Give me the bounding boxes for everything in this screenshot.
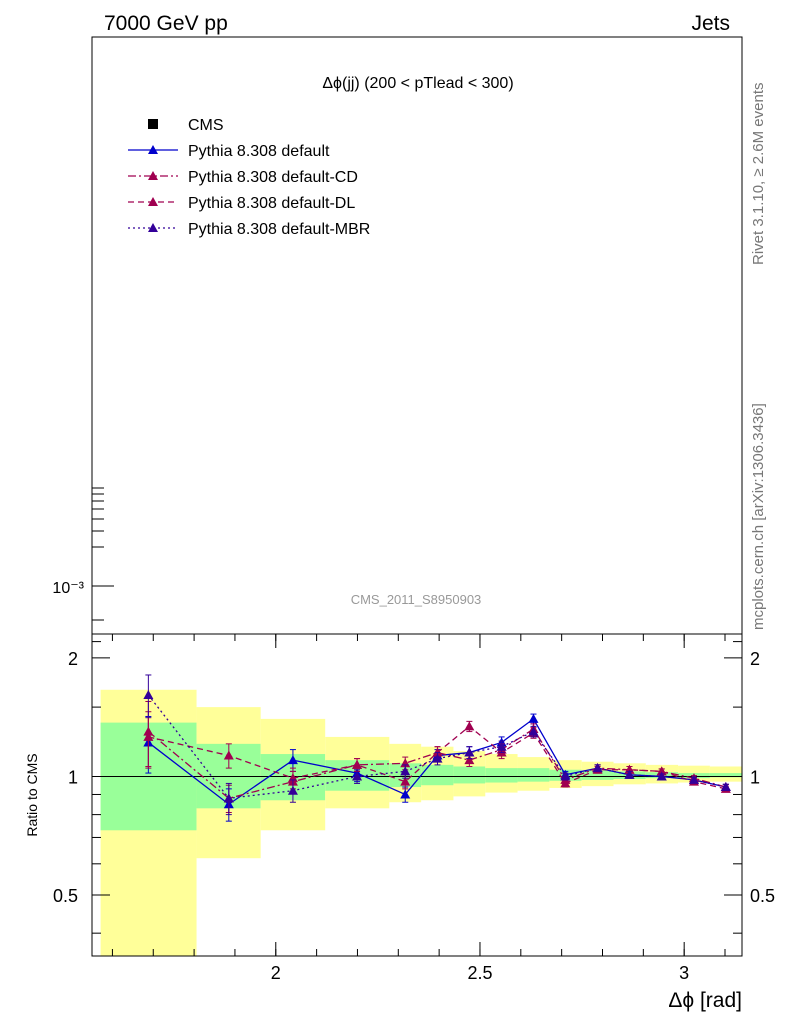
- x-tick-label: 2: [271, 963, 281, 983]
- data-point: [432, 753, 443, 763]
- legend-entry-1: Pythia 8.308 default: [128, 143, 330, 160]
- data-point: [560, 771, 571, 781]
- data-point: [592, 763, 603, 773]
- green-band-bin: [709, 773, 742, 778]
- side-label-rivet: Rivet 3.1.10, ≥ 2.6M events: [750, 83, 767, 266]
- green-band-bin: [453, 766, 486, 784]
- ratio-frame: [91, 633, 743, 957]
- data-point: [720, 782, 731, 792]
- legend-label: Pythia 8.308 default-DL: [188, 195, 355, 212]
- y-tick-label: 1: [68, 767, 78, 787]
- legend-marker: [148, 171, 158, 180]
- series-layer: [143, 674, 731, 822]
- data-point: [352, 771, 363, 781]
- legend-entry-4: Pythia 8.308 default-MBR: [128, 221, 370, 238]
- legend-entry-2: Pythia 8.308 default-CD: [128, 169, 358, 186]
- legend-label: Pythia 8.308 default: [188, 143, 330, 160]
- watermark: CMS_2011_S8950903: [351, 592, 482, 607]
- data-point: [223, 793, 234, 803]
- header-right: Jets: [691, 12, 730, 35]
- data-point: [400, 789, 411, 799]
- x-tick-label: 2.5: [467, 963, 492, 983]
- legend: CMS Pythia 8.308 default Pythia 8.308 defa…: [128, 117, 370, 238]
- data-point: [528, 726, 539, 736]
- data-point: [464, 755, 475, 765]
- data-point: [688, 774, 699, 784]
- main-y-tick-label: 10⁻³: [52, 580, 84, 597]
- data-point: [528, 713, 539, 723]
- data-point: [656, 771, 667, 781]
- green-band-bin: [421, 764, 454, 786]
- data-point: [464, 747, 475, 757]
- data-point: [287, 755, 298, 765]
- data-point: [560, 778, 571, 788]
- x-tick-label: 3: [679, 963, 689, 983]
- data-point: [656, 766, 667, 776]
- y-tick-label-right: 2: [750, 649, 760, 669]
- data-point: [352, 759, 363, 769]
- data-point: [464, 721, 475, 731]
- series-3: [143, 674, 731, 816]
- legend-label: CMS: [188, 117, 224, 134]
- x-axis-label: Δϕ [rad]: [668, 989, 742, 1012]
- ratio-y-label: Ratio to CMS: [24, 753, 40, 836]
- legend-entry-0: CMS: [148, 117, 224, 134]
- uncertainty-bands: [100, 689, 742, 956]
- legend-marker: [148, 119, 158, 129]
- legend-label: Pythia 8.308 default-MBR: [188, 221, 370, 238]
- data-point: [223, 750, 234, 760]
- legend-marker: [148, 145, 158, 154]
- legend-marker: [148, 197, 158, 206]
- legend-label: Pythia 8.308 default-CD: [188, 169, 358, 186]
- y-tick-label: 2: [68, 649, 78, 669]
- data-point: [496, 741, 507, 751]
- y-tick-label: 0.5: [53, 886, 78, 906]
- y-tick-label-right: 0.5: [750, 886, 775, 906]
- data-point: [400, 776, 411, 786]
- data-point: [143, 731, 154, 741]
- legend-marker: [148, 223, 158, 232]
- main-panel: Δϕ(jj) (200 < pTlead < 300) CMS_2011_S89…: [52, 36, 743, 635]
- data-point: [624, 769, 635, 779]
- data-point: [143, 690, 154, 700]
- ratio-panel: 2 2.5 3 0.5 0.5 1 1 2 2 Ratio to CMS Δϕ [rad]: [24, 633, 775, 1012]
- y-tick-label-right: 1: [750, 767, 760, 787]
- header-left: 7000 GeV pp: [104, 12, 228, 35]
- legend-entry-3: Pythia 8.308 default-DL: [128, 195, 355, 212]
- side-label-mcplots: mcplots.cern.ch [arXiv:1306.3436]: [750, 403, 767, 630]
- green-band-bin: [581, 770, 614, 780]
- green-band-bin: [517, 768, 550, 782]
- main-y-ticks: [92, 487, 114, 621]
- main-title: Δϕ(jj) (200 < pTlead < 300): [322, 75, 513, 92]
- data-point: [287, 785, 298, 795]
- ratio-ticks: 2 2.5 3 0.5 0.5 1 1 2 2: [53, 634, 775, 983]
- data-point: [400, 766, 411, 776]
- green-band-bin: [485, 768, 518, 783]
